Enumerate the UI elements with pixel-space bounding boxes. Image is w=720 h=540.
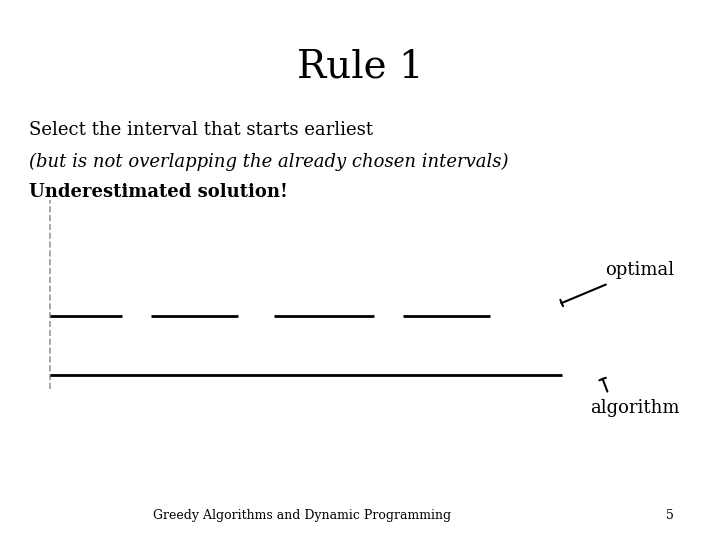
Text: Greedy Algorithms and Dynamic Programming: Greedy Algorithms and Dynamic Programmin… [153,509,451,522]
Text: algorithm: algorithm [590,399,680,417]
Text: Rule 1: Rule 1 [297,49,423,86]
Text: Select the interval that starts earliest: Select the interval that starts earliest [29,120,373,139]
Text: (but is not overlapping the already chosen intervals): (but is not overlapping the already chos… [29,153,508,171]
Text: optimal: optimal [605,261,674,279]
Text: Underestimated solution!: Underestimated solution! [29,183,288,201]
Text: 5: 5 [666,509,673,522]
